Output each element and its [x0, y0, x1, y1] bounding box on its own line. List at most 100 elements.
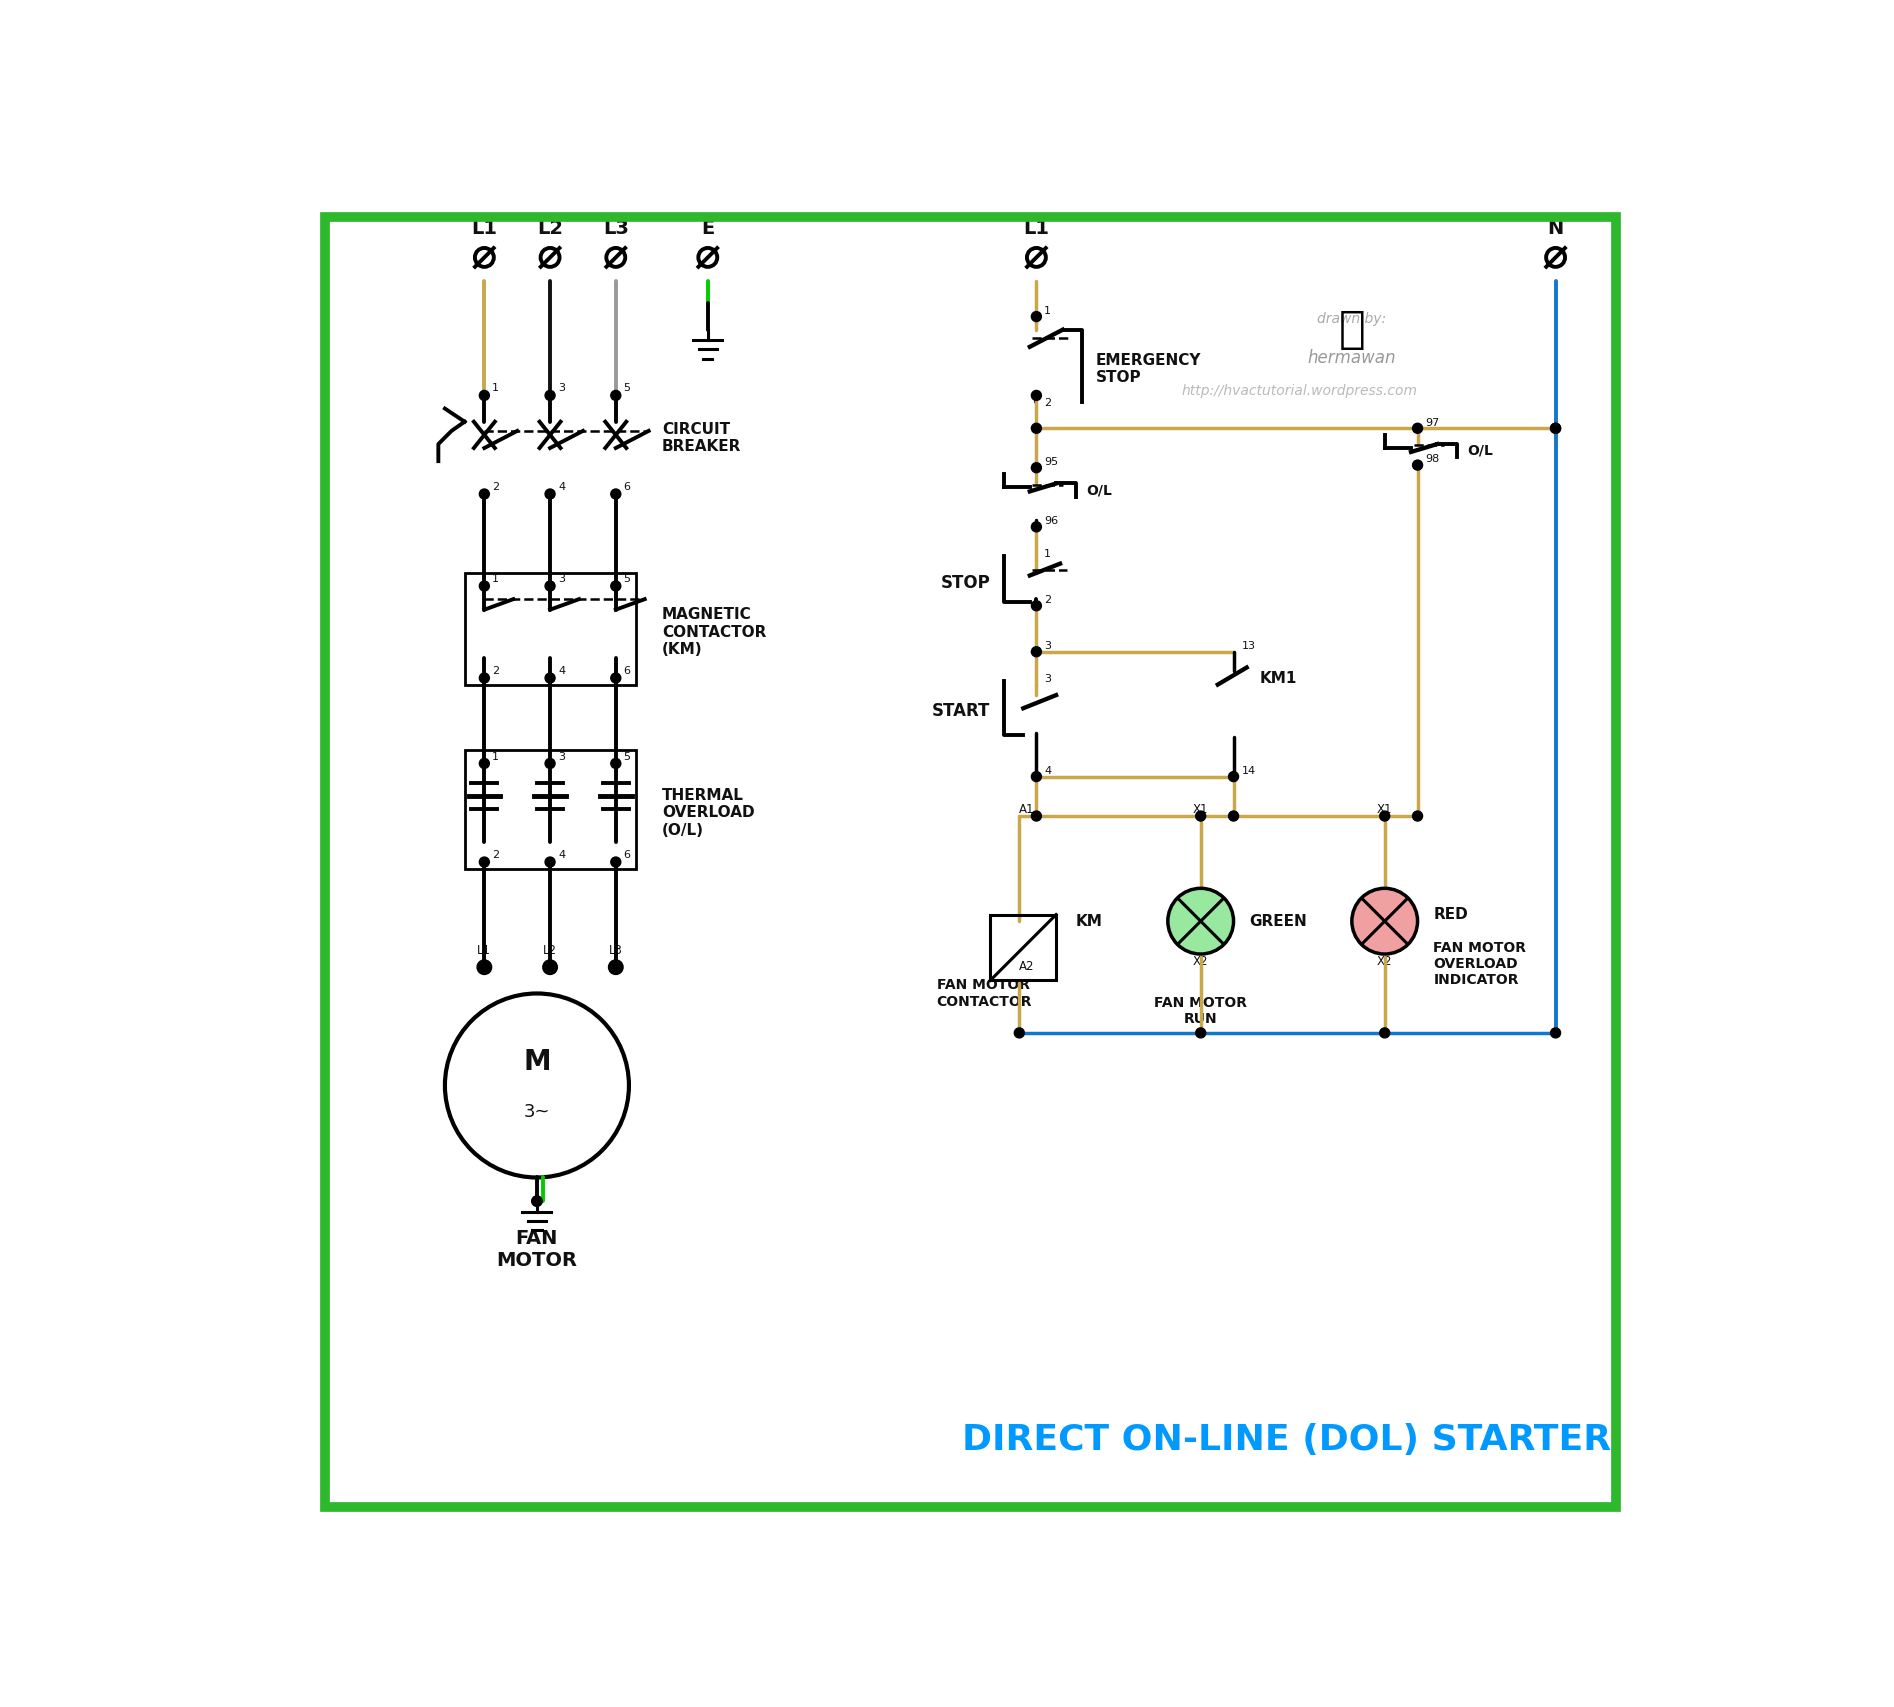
Text: 3: 3 [559, 751, 564, 761]
Circle shape [1195, 811, 1206, 821]
Text: 4: 4 [1044, 766, 1051, 777]
Circle shape [545, 673, 555, 683]
Circle shape [532, 1197, 542, 1207]
Text: http://hvactutorial.wordpress.com: http://hvactutorial.wordpress.com [1182, 384, 1417, 398]
Bar [464, 751, 636, 869]
Text: drawn by:: drawn by: [1318, 312, 1386, 326]
Text: E: E [701, 218, 714, 237]
Circle shape [479, 673, 489, 683]
Text: GREEN: GREEN [1250, 913, 1307, 929]
Circle shape [1032, 522, 1042, 533]
Text: 1: 1 [492, 574, 500, 584]
Text: A2: A2 [1019, 959, 1034, 973]
Circle shape [479, 758, 489, 768]
Text: L1: L1 [472, 218, 498, 237]
Text: 2: 2 [492, 481, 500, 492]
Circle shape [545, 488, 555, 498]
Text: 96: 96 [1044, 516, 1059, 526]
Circle shape [545, 857, 555, 867]
Text: 2: 2 [492, 666, 500, 676]
Text: MAGNETIC
CONTACTOR
(KM): MAGNETIC CONTACTOR (KM) [661, 608, 767, 657]
Text: 3: 3 [1044, 674, 1051, 685]
Text: M: M [523, 1048, 551, 1075]
Circle shape [545, 580, 555, 591]
Text: 4: 4 [559, 850, 564, 860]
Circle shape [545, 391, 555, 401]
Text: 98: 98 [1426, 454, 1439, 464]
Text: KM1: KM1 [1260, 671, 1297, 686]
Text: L3: L3 [602, 218, 629, 237]
Text: 4: 4 [559, 481, 564, 492]
Circle shape [610, 758, 621, 768]
Circle shape [1551, 423, 1561, 434]
Circle shape [1551, 423, 1561, 434]
Circle shape [610, 857, 621, 867]
Circle shape [1379, 811, 1390, 821]
Circle shape [610, 391, 621, 401]
Text: 2: 2 [1044, 398, 1051, 408]
Circle shape [1032, 601, 1042, 611]
Circle shape [1032, 647, 1042, 657]
Text: CIRCUIT
BREAKER: CIRCUIT BREAKER [661, 422, 741, 454]
Circle shape [1413, 811, 1422, 821]
Text: RED: RED [1434, 906, 1468, 922]
Circle shape [545, 758, 555, 768]
Text: FAN MOTOR
RUN: FAN MOTOR RUN [1153, 997, 1246, 1026]
Text: 1: 1 [1044, 306, 1051, 316]
Text: EMERGENCY
STOP: EMERGENCY STOP [1095, 353, 1201, 386]
Circle shape [1413, 423, 1422, 434]
Text: A1: A1 [1019, 804, 1034, 816]
Text: O/L: O/L [1468, 444, 1492, 457]
Text: FAN MOTOR
OVERLOAD
INDICATOR: FAN MOTOR OVERLOAD INDICATOR [1434, 941, 1527, 987]
Bar [991, 915, 1057, 980]
Text: 97: 97 [1426, 418, 1439, 428]
Circle shape [479, 391, 489, 401]
Text: L1: L1 [1023, 218, 1049, 237]
Text: 5: 5 [623, 384, 631, 394]
Text: X2: X2 [1377, 954, 1392, 968]
Text: 6: 6 [623, 481, 631, 492]
Circle shape [479, 580, 489, 591]
Circle shape [479, 488, 489, 498]
Circle shape [1379, 1028, 1390, 1038]
Text: 2: 2 [492, 850, 500, 860]
Text: 14: 14 [1241, 766, 1256, 777]
Text: 1: 1 [492, 384, 500, 394]
Text: N: N [1547, 218, 1564, 237]
Text: START: START [932, 702, 991, 720]
Circle shape [1015, 1028, 1025, 1038]
Circle shape [479, 963, 489, 973]
Text: L2: L2 [544, 944, 557, 958]
Text: 5: 5 [623, 751, 631, 761]
Circle shape [1032, 312, 1042, 321]
Text: O/L: O/L [1087, 483, 1112, 497]
Circle shape [610, 488, 621, 498]
Text: X2: X2 [1193, 954, 1208, 968]
Circle shape [1229, 811, 1239, 821]
Text: DIRECT ON-LINE (DOL) STARTER: DIRECT ON-LINE (DOL) STARTER [962, 1424, 1610, 1458]
Text: STOP: STOP [941, 574, 991, 592]
Text: L3: L3 [608, 944, 623, 958]
Circle shape [1032, 772, 1042, 782]
Circle shape [545, 963, 555, 973]
Text: 13: 13 [1241, 642, 1256, 650]
Text: L2: L2 [538, 218, 563, 237]
Text: 95: 95 [1044, 457, 1059, 468]
Circle shape [1032, 391, 1042, 401]
Text: L1: L1 [477, 944, 491, 958]
Circle shape [1032, 811, 1042, 821]
Text: FAN
MOTOR: FAN MOTOR [496, 1229, 578, 1270]
Bar [464, 574, 636, 685]
Text: X1: X1 [1377, 804, 1392, 816]
Text: 1: 1 [1044, 550, 1051, 560]
Text: 3~: 3~ [523, 1103, 549, 1121]
Circle shape [1229, 772, 1239, 782]
Circle shape [1032, 423, 1042, 434]
Text: 6: 6 [623, 850, 631, 860]
Circle shape [1169, 888, 1233, 954]
Text: FAN MOTOR
CONTACTOR: FAN MOTOR CONTACTOR [936, 978, 1032, 1009]
Text: X1: X1 [1193, 804, 1208, 816]
Text: KM: KM [1076, 913, 1102, 929]
Text: 1: 1 [492, 751, 500, 761]
Circle shape [1032, 463, 1042, 473]
